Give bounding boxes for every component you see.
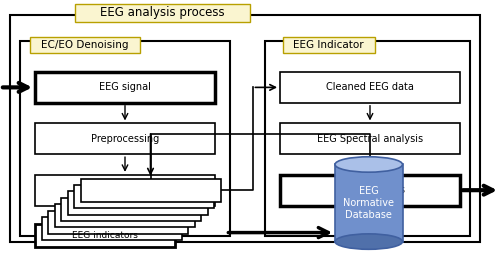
Text: Cleaned EEG data: Cleaned EEG data bbox=[326, 82, 414, 92]
Text: Preprocessing: Preprocessing bbox=[91, 134, 159, 144]
Bar bbox=[30, 37, 140, 53]
Text: EEG Spectral analysis: EEG Spectral analysis bbox=[317, 134, 423, 144]
Bar bbox=[20, 41, 230, 236]
Text: EEG signal: EEG signal bbox=[99, 82, 151, 92]
Bar bbox=[280, 72, 460, 103]
Bar bbox=[10, 15, 480, 242]
Bar bbox=[75, 4, 250, 22]
Bar bbox=[35, 123, 215, 154]
Text: EEG
Normative
Database: EEG Normative Database bbox=[343, 186, 394, 220]
Bar bbox=[61, 198, 201, 221]
Bar bbox=[35, 175, 215, 206]
Bar bbox=[42, 217, 181, 240]
Bar bbox=[282, 37, 375, 53]
Bar bbox=[280, 175, 460, 206]
Ellipse shape bbox=[335, 234, 402, 249]
Text: Cleaned EEG data: Cleaned EEG data bbox=[81, 185, 169, 195]
Ellipse shape bbox=[335, 157, 402, 172]
Bar bbox=[335, 164, 402, 242]
Text: EEG Indicator: EEG Indicator bbox=[294, 40, 364, 50]
Text: EC/EO Denoising: EC/EO Denoising bbox=[41, 40, 129, 50]
Bar bbox=[265, 41, 470, 236]
Text: EEG indicators: EEG indicators bbox=[72, 231, 138, 240]
Bar bbox=[280, 123, 460, 154]
Text: EEG analysis process: EEG analysis process bbox=[100, 6, 225, 19]
Text: EEG indicators: EEG indicators bbox=[334, 185, 406, 195]
Bar bbox=[68, 191, 207, 215]
Bar bbox=[74, 185, 214, 208]
Bar bbox=[54, 204, 194, 227]
Bar bbox=[35, 224, 175, 247]
Bar bbox=[80, 179, 220, 202]
Bar bbox=[48, 211, 188, 234]
Bar bbox=[35, 72, 215, 103]
